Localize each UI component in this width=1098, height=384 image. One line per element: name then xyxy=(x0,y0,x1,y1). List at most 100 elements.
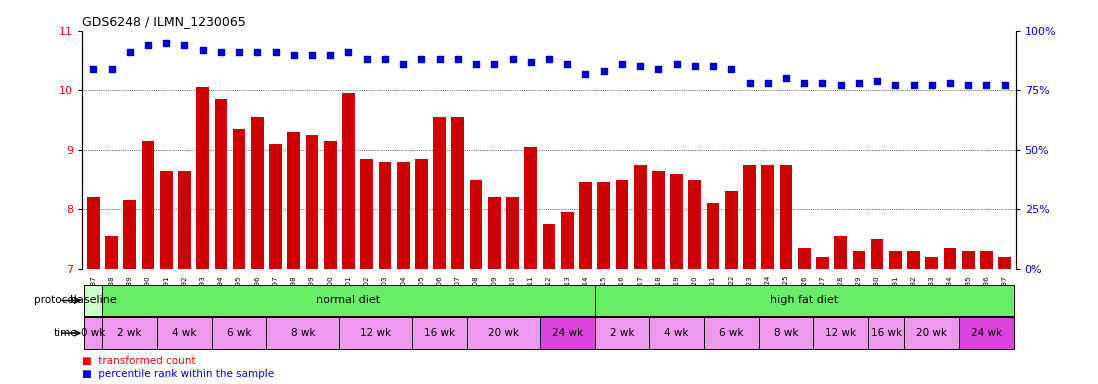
Bar xyxy=(102,285,595,316)
Point xyxy=(540,56,558,62)
Point xyxy=(121,49,138,55)
Bar xyxy=(595,318,649,349)
Bar xyxy=(396,162,410,269)
Text: 20 wk: 20 wk xyxy=(917,328,948,338)
Text: ■  percentile rank within the sample: ■ percentile rank within the sample xyxy=(82,369,274,379)
Bar xyxy=(688,180,702,269)
Point xyxy=(905,83,922,89)
Text: 16 wk: 16 wk xyxy=(871,328,901,338)
Point xyxy=(576,71,594,77)
Point xyxy=(139,42,157,48)
Point xyxy=(522,59,539,65)
Bar xyxy=(233,129,246,269)
Point xyxy=(960,83,977,89)
Text: 0 wk: 0 wk xyxy=(81,328,105,338)
Point xyxy=(103,66,121,72)
Point xyxy=(394,61,412,67)
Text: 24 wk: 24 wk xyxy=(551,328,583,338)
Bar xyxy=(339,318,412,349)
Bar xyxy=(707,204,719,269)
Point xyxy=(631,63,649,70)
Bar xyxy=(123,200,136,269)
Text: 16 wk: 16 wk xyxy=(424,328,456,338)
Bar xyxy=(960,318,1013,349)
Bar xyxy=(412,318,467,349)
Point xyxy=(157,40,175,46)
Bar xyxy=(470,180,482,269)
Bar xyxy=(525,147,537,269)
Text: 2 wk: 2 wk xyxy=(609,328,635,338)
Point xyxy=(832,83,850,89)
Point xyxy=(267,49,284,55)
Bar xyxy=(105,236,117,269)
Bar xyxy=(834,236,847,269)
Bar xyxy=(926,257,938,269)
Bar xyxy=(561,212,573,269)
Bar xyxy=(780,165,793,269)
Text: ■  transformed count: ■ transformed count xyxy=(82,356,195,366)
Point xyxy=(413,56,430,62)
Text: 24 wk: 24 wk xyxy=(971,328,1002,338)
Text: protocol: protocol xyxy=(34,295,77,306)
Bar xyxy=(467,318,540,349)
Point xyxy=(595,68,613,74)
Bar xyxy=(305,135,318,269)
Bar xyxy=(542,224,556,269)
Text: 8 wk: 8 wk xyxy=(774,328,798,338)
Bar xyxy=(85,318,102,349)
Bar xyxy=(649,318,704,349)
Bar xyxy=(670,174,683,269)
Text: 6 wk: 6 wk xyxy=(719,328,743,338)
Text: 4 wk: 4 wk xyxy=(172,328,197,338)
Text: 12 wk: 12 wk xyxy=(360,328,391,338)
Bar xyxy=(981,251,993,269)
Text: 6 wk: 6 wk xyxy=(227,328,251,338)
Bar xyxy=(962,251,975,269)
Bar xyxy=(343,93,355,269)
Bar xyxy=(634,165,647,269)
Text: GDS6248 / ILMN_1230065: GDS6248 / ILMN_1230065 xyxy=(82,15,246,28)
Bar xyxy=(434,117,446,269)
Bar xyxy=(197,87,209,269)
Text: 4 wk: 4 wk xyxy=(664,328,688,338)
Bar xyxy=(704,318,759,349)
Point xyxy=(358,56,376,62)
Point xyxy=(977,83,995,89)
Text: 2 wk: 2 wk xyxy=(117,328,142,338)
Bar xyxy=(652,170,664,269)
Text: time: time xyxy=(53,328,77,338)
Point xyxy=(559,61,576,67)
Point xyxy=(248,49,266,55)
Text: normal diet: normal diet xyxy=(316,295,381,306)
Bar xyxy=(871,239,884,269)
Bar xyxy=(816,257,829,269)
Bar xyxy=(889,251,901,269)
Point xyxy=(377,56,394,62)
Point xyxy=(613,61,630,67)
Bar xyxy=(579,182,592,269)
Bar xyxy=(379,162,391,269)
Bar xyxy=(540,318,595,349)
Bar xyxy=(597,182,610,269)
Bar xyxy=(488,197,501,269)
Point xyxy=(650,66,668,72)
Point xyxy=(850,80,867,86)
Bar xyxy=(761,165,774,269)
Point xyxy=(231,49,248,55)
Text: 8 wk: 8 wk xyxy=(291,328,315,338)
Bar xyxy=(324,141,337,269)
Point xyxy=(686,63,704,70)
Point xyxy=(485,61,503,67)
Point xyxy=(322,51,339,58)
Point xyxy=(85,66,102,72)
Bar xyxy=(451,117,464,269)
Point xyxy=(430,56,448,62)
Text: 12 wk: 12 wk xyxy=(825,328,856,338)
Point xyxy=(759,80,776,86)
Bar xyxy=(157,318,212,349)
Bar xyxy=(87,197,100,269)
Bar xyxy=(998,257,1011,269)
Bar xyxy=(595,285,1013,316)
Bar xyxy=(269,144,282,269)
Bar xyxy=(743,165,755,269)
